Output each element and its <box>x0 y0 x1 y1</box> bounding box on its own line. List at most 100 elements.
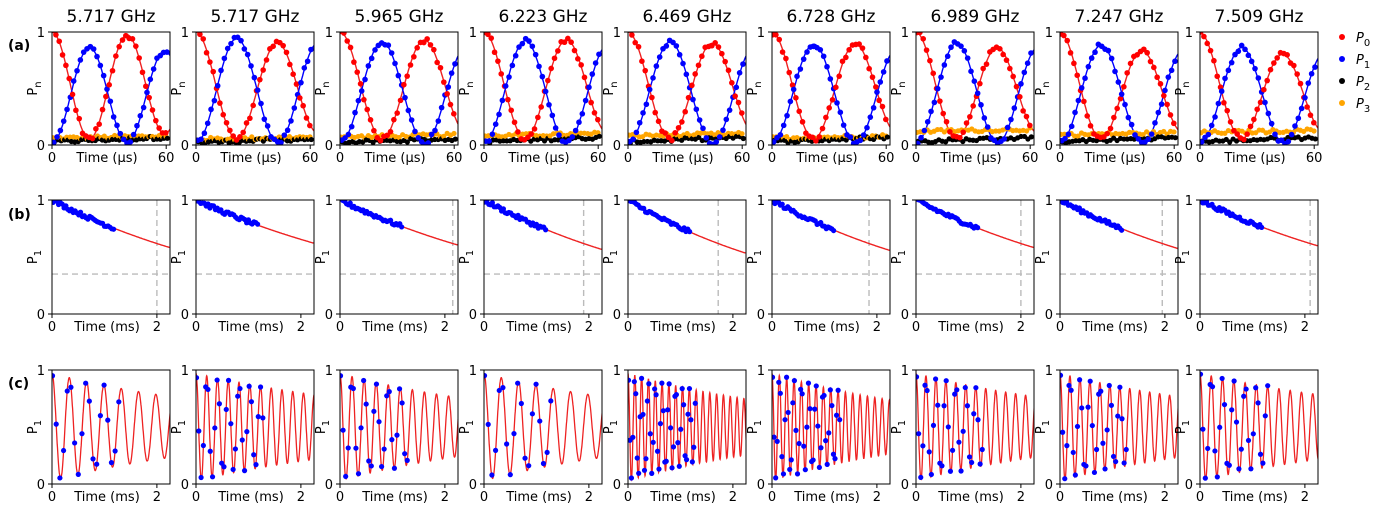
p1-point <box>685 411 691 417</box>
p1-point <box>232 446 239 452</box>
p1-point <box>1268 120 1275 127</box>
y-axis-label: P1 <box>602 420 620 434</box>
p1-point <box>659 380 665 386</box>
p0-point <box>424 36 430 42</box>
p0-point <box>354 69 361 75</box>
p1-point <box>57 475 63 481</box>
p1-point <box>64 388 70 394</box>
p0-point <box>451 111 457 117</box>
panel-a-4: 0 60 Time (μs) 0 1 Pn <box>458 26 606 166</box>
p1-point <box>342 135 348 141</box>
p1-point <box>223 406 229 413</box>
p0-point <box>63 62 69 69</box>
p0-point <box>685 94 692 101</box>
x-tick-label: 0 <box>480 490 488 505</box>
p1-point <box>815 423 821 429</box>
p1-point <box>350 385 356 392</box>
p1-point <box>975 417 981 423</box>
y-tick-label: 1 <box>757 364 765 379</box>
p2-point <box>1312 136 1318 142</box>
y-axis-label: Pn <box>890 81 908 95</box>
p1-point <box>1259 224 1265 230</box>
p1-point <box>1001 136 1008 142</box>
p1-point <box>834 100 840 106</box>
p1-point <box>916 140 921 145</box>
p1-point <box>960 428 966 434</box>
p0-point <box>591 110 598 116</box>
plot-frame <box>483 199 603 315</box>
p1-point <box>779 201 785 207</box>
p1-point <box>733 84 740 91</box>
p0-point <box>565 35 571 42</box>
column-title: 6.469 GHz <box>643 7 732 27</box>
p1-point <box>776 379 782 385</box>
p1-point <box>291 105 298 111</box>
p1-point <box>1233 419 1240 425</box>
p0-point <box>263 57 270 63</box>
p1-point <box>676 51 683 58</box>
x-tick-label: 0 <box>192 151 200 166</box>
p1-point <box>1125 114 1132 121</box>
p1-point <box>780 471 787 477</box>
p0-point <box>106 82 112 88</box>
p0-point <box>1224 107 1231 114</box>
panel-b-6: 0 2 Time (ms) 0 1 P1 <box>746 194 891 335</box>
p1-point <box>1079 405 1085 411</box>
p1-point <box>204 120 211 127</box>
x-axis-label: Time (ms) <box>937 490 1004 505</box>
x-axis-label: Time (μs) <box>651 151 713 166</box>
p3-point <box>451 130 457 137</box>
x-tick-label: 0 <box>48 490 56 505</box>
panel-b-1: 0 2 Time (ms) 0 1 P1 <box>26 194 171 335</box>
p1-point <box>790 400 796 406</box>
p1-point <box>485 421 491 427</box>
p1-point <box>97 413 103 419</box>
p0-point <box>1074 72 1081 79</box>
p1-point <box>1104 427 1110 433</box>
x-axis-label: Time (ms) <box>73 320 140 335</box>
p1-point <box>1106 382 1112 389</box>
p1-point <box>255 221 261 227</box>
p1-point <box>833 412 840 418</box>
p1-point <box>964 55 971 61</box>
p0-point <box>146 94 152 101</box>
p0-point <box>153 117 159 124</box>
p1-point <box>788 457 794 463</box>
y-tick-label: 1 <box>1045 26 1053 41</box>
decay-fit-line <box>52 200 170 249</box>
p1-point <box>1145 136 1152 143</box>
p1-point <box>1236 466 1242 472</box>
p1-point <box>552 125 559 131</box>
p1-point <box>798 386 804 392</box>
p1-point <box>1091 469 1098 476</box>
y-tick-label: 1 <box>1185 194 1193 209</box>
p0-point <box>548 65 554 72</box>
plot-frame <box>195 369 315 485</box>
p1-point <box>787 98 794 105</box>
p1-point <box>355 471 362 477</box>
p1-point <box>821 392 827 399</box>
p1-point <box>1121 460 1127 466</box>
y-tick-label: 0 <box>325 478 333 493</box>
panel-b-2: 0 2 Time (ms) 0 1 P1 <box>170 194 315 335</box>
p1-point <box>251 74 258 81</box>
x-tick-label: 0 <box>1196 151 1204 166</box>
p1-point <box>1202 475 1208 481</box>
p1-point <box>533 381 539 387</box>
p0-point <box>197 32 203 38</box>
p0-point <box>407 62 414 68</box>
p0-point <box>635 43 642 50</box>
p1-point <box>689 459 695 465</box>
p1-point <box>720 127 726 133</box>
p1-point <box>922 382 928 388</box>
p1-point <box>198 136 204 143</box>
p0-point <box>692 71 698 77</box>
y-axis-label: P1 <box>170 250 188 264</box>
plot-frame <box>51 369 171 485</box>
p1-point <box>1229 407 1235 413</box>
p1-point <box>870 104 877 111</box>
p1-point <box>779 454 785 460</box>
p1-point <box>1132 132 1138 138</box>
p1-point <box>74 67 80 74</box>
